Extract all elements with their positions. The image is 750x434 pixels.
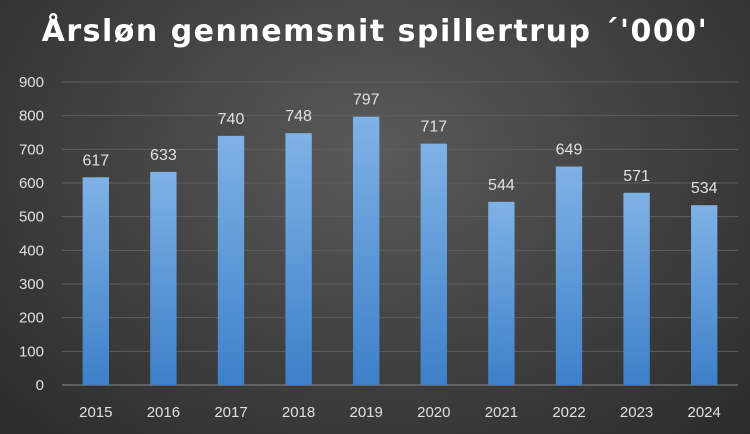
y-axis: 0 100 200 300 400 500 600 700 800 900 — [19, 74, 44, 394]
y-tick-label: 200 — [19, 310, 44, 327]
y-tick-label: 100 — [19, 343, 44, 360]
y-tick-label: 900 — [19, 74, 44, 91]
data-label: 717 — [420, 119, 447, 136]
data-labels: 617 633 740 748 797 717 544 649 571 534 — [82, 92, 717, 198]
data-label: 649 — [556, 142, 583, 159]
data-label: 748 — [285, 108, 312, 125]
bar — [623, 192, 650, 385]
bar — [150, 171, 177, 385]
data-label: 544 — [488, 177, 515, 194]
bar — [217, 135, 245, 385]
data-label: 633 — [150, 147, 177, 164]
x-tick-label: 2024 — [688, 404, 721, 421]
y-tick-label: 300 — [19, 276, 44, 293]
data-label: 617 — [82, 152, 109, 169]
x-tick-label: 2018 — [282, 404, 315, 421]
bar — [691, 205, 718, 385]
x-axis: 2015 2016 2017 2018 2019 2020 2021 2022 2023 2024 — [79, 404, 721, 421]
bars — [82, 116, 718, 385]
bar — [82, 177, 109, 385]
data-label: 740 — [218, 111, 245, 128]
x-tick-label: 2019 — [350, 404, 383, 421]
x-tick-label: 2020 — [417, 404, 450, 421]
data-label: 571 — [623, 168, 650, 185]
bar — [420, 143, 447, 385]
bar — [285, 133, 312, 385]
y-tick-label: 0 — [36, 377, 44, 394]
bar — [555, 166, 583, 385]
y-tick-label: 800 — [19, 108, 44, 125]
x-tick-label: 2023 — [620, 404, 653, 421]
x-tick-label: 2015 — [79, 404, 112, 421]
x-tick-label: 2016 — [147, 404, 180, 421]
data-label: 797 — [353, 92, 380, 109]
bar — [488, 201, 515, 385]
x-tick-label: 2021 — [485, 404, 518, 421]
bar — [353, 116, 380, 385]
y-tick-label: 700 — [19, 141, 44, 158]
data-label: 534 — [691, 180, 718, 197]
chart-title: Årsløn gennemsnit spillertrup ´'000' — [41, 14, 709, 49]
y-tick-label: 500 — [19, 209, 44, 226]
y-tick-label: 600 — [19, 175, 44, 192]
y-tick-label: 400 — [19, 242, 44, 259]
x-tick-label: 2022 — [552, 404, 585, 421]
x-tick-label: 2017 — [214, 404, 247, 421]
